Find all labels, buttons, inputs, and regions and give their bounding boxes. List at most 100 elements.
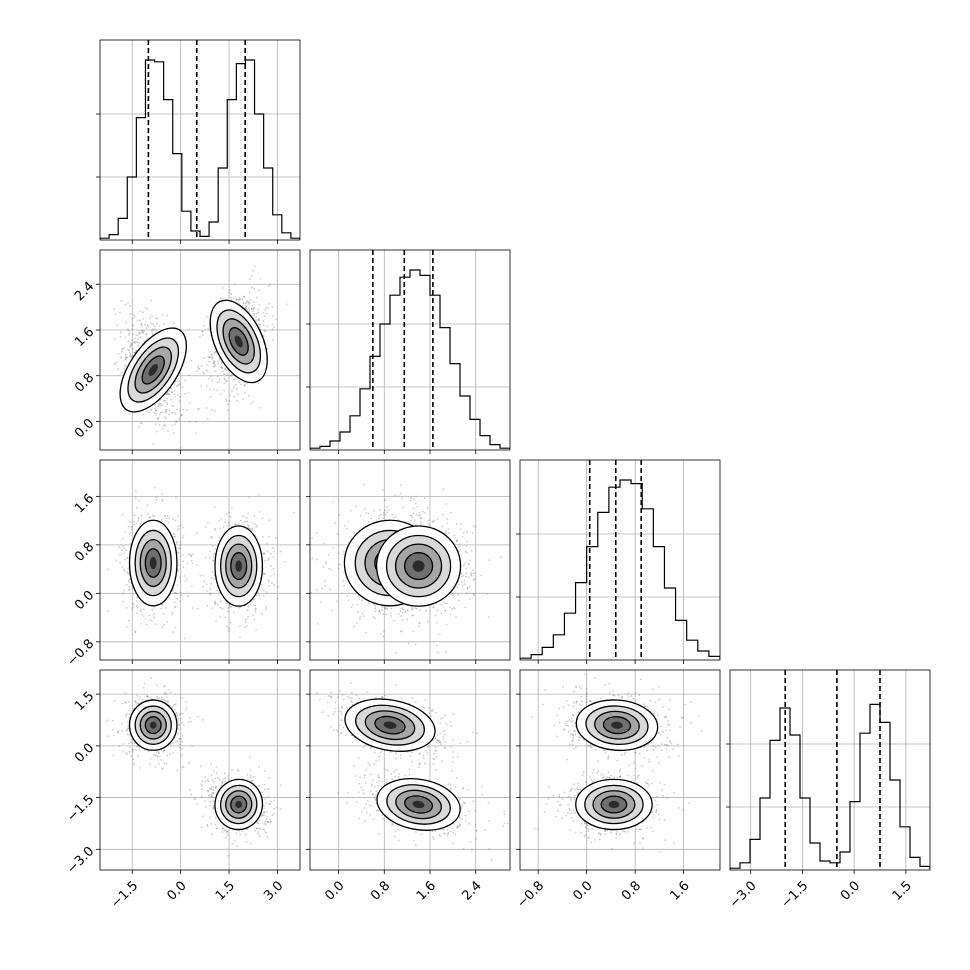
sample-point — [426, 620, 429, 623]
sample-point — [175, 496, 178, 499]
sample-point — [181, 735, 184, 737]
sample-point — [171, 391, 174, 394]
sample-point — [322, 566, 325, 568]
sample-point — [181, 386, 184, 389]
sample-point — [262, 828, 264, 831]
scatter-panel-2-0 — [96, 459, 301, 664]
sample-point — [447, 532, 450, 534]
sample-point — [128, 619, 130, 622]
sample-point — [126, 557, 129, 560]
sample-point — [211, 379, 214, 382]
sample-point — [209, 375, 212, 378]
sample-point — [176, 394, 179, 396]
sample-point — [134, 748, 137, 751]
sample-point — [212, 789, 215, 791]
sample-point — [262, 595, 265, 597]
sample-point — [261, 612, 264, 615]
sample-point — [177, 728, 180, 730]
sample-point — [170, 412, 173, 414]
sample-point — [130, 528, 133, 531]
sample-point — [190, 793, 193, 796]
sample-point — [182, 534, 185, 537]
sample-point — [155, 754, 158, 757]
sample-point — [124, 552, 126, 555]
sample-point — [134, 316, 136, 319]
sample-point — [261, 812, 264, 815]
sample-point — [435, 602, 438, 605]
sample-point — [468, 563, 471, 566]
sample-point — [241, 298, 244, 301]
sample-point — [140, 332, 142, 334]
sample-point — [315, 558, 318, 561]
sample-point — [232, 385, 235, 388]
sample-point — [237, 381, 240, 384]
sample-point — [229, 296, 232, 299]
sample-point — [129, 525, 132, 528]
sample-point — [359, 618, 361, 621]
sample-point — [231, 768, 234, 771]
sample-point — [263, 769, 266, 772]
sample-point — [216, 389, 219, 392]
sample-point — [266, 348, 269, 350]
sample-point — [124, 531, 127, 533]
sample-point — [262, 312, 265, 314]
sample-point — [130, 343, 133, 346]
sample-point — [276, 597, 279, 600]
sample-point — [152, 443, 155, 445]
sample-point — [161, 492, 164, 495]
sample-point — [141, 311, 144, 314]
sample-point — [249, 774, 252, 777]
sample-point — [157, 752, 160, 755]
sample-point — [225, 625, 228, 628]
sample-point — [257, 493, 260, 496]
sample-point — [153, 412, 156, 414]
sample-point — [176, 384, 179, 387]
sample-point — [206, 384, 208, 387]
sample-point — [415, 523, 417, 526]
sample-point — [445, 530, 447, 533]
sample-point — [207, 780, 210, 783]
sample-point — [146, 307, 149, 310]
sample-point — [192, 553, 194, 556]
sample-point — [225, 513, 228, 516]
sample-point — [163, 322, 165, 325]
sample-point — [460, 572, 463, 575]
sample-point — [148, 516, 151, 519]
sample-point — [124, 336, 127, 339]
sample-point — [128, 746, 131, 749]
sample-point — [174, 519, 176, 522]
sample-point — [384, 499, 387, 502]
sample-point — [465, 551, 468, 554]
sample-point — [480, 574, 483, 577]
sample-point — [169, 398, 172, 401]
sample-point — [167, 392, 169, 395]
sample-point — [486, 592, 488, 595]
sample-point — [184, 580, 187, 583]
sample-point — [171, 613, 174, 616]
sample-point — [205, 583, 208, 586]
sample-point — [469, 585, 471, 588]
sample-point — [127, 724, 129, 727]
sample-point — [224, 521, 227, 524]
sample-point — [161, 698, 163, 701]
sample-point — [202, 585, 205, 588]
sample-point — [138, 332, 140, 335]
sample-point — [457, 593, 460, 596]
sample-point — [227, 409, 230, 412]
sample-point — [411, 516, 414, 519]
sample-point — [345, 527, 348, 530]
sample-point — [172, 631, 174, 634]
sample-point — [459, 523, 462, 525]
sample-point — [210, 577, 213, 580]
sample-point — [238, 829, 240, 832]
sample-point — [446, 518, 449, 520]
sample-point — [127, 334, 130, 337]
panel-frame — [519, 459, 721, 661]
sample-point — [455, 539, 458, 542]
sample-point — [127, 579, 130, 582]
sample-point — [173, 535, 176, 538]
sample-point — [270, 564, 273, 567]
sample-point — [167, 521, 170, 524]
sample-point — [162, 751, 165, 753]
sample-point — [211, 833, 214, 836]
